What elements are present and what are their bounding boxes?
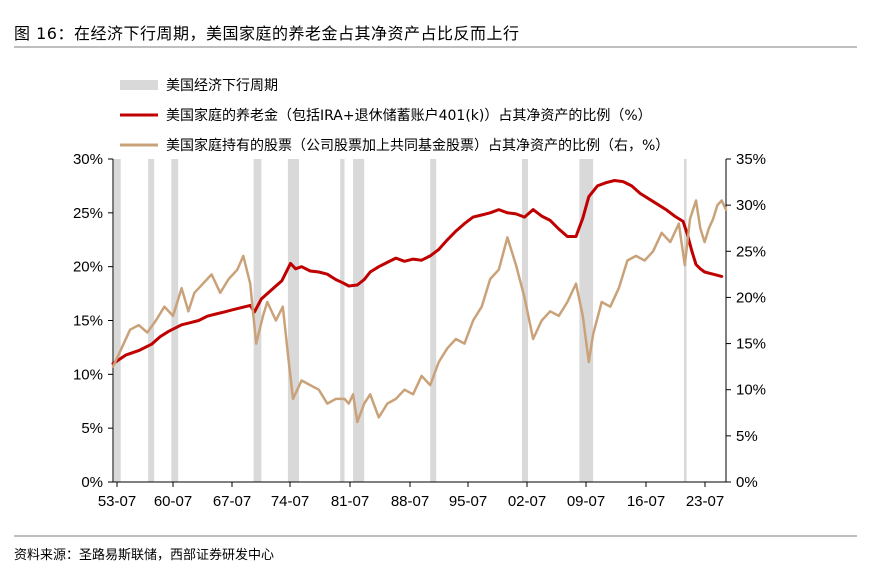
x-tick-label: 60-07 <box>154 493 192 510</box>
series-line-stocks <box>111 199 728 424</box>
recession-band-0 <box>113 159 121 482</box>
y-left-tick-label: 0% <box>81 474 103 491</box>
y-right-tick-label: 15% <box>736 336 766 353</box>
x-tick-label: 67-07 <box>213 493 251 510</box>
y-left-tick-label: 20% <box>73 259 103 276</box>
source-note: 资料来源：圣路易斯联储，西部证券研发中心 <box>14 548 275 563</box>
x-tick-label: 81-07 <box>331 493 369 510</box>
y-right-tick-label: 25% <box>736 243 766 260</box>
axes: 0% 5% 10% 15% 20% 25% 30% 0% 5% 10% 15% 20% 25% 30% 35… <box>73 151 766 510</box>
y-right-tick-label: 5% <box>736 428 758 445</box>
x-tick-label: 95-07 <box>449 493 487 510</box>
x-tick-label: 09-07 <box>567 493 605 510</box>
recession-band-3 <box>253 159 262 482</box>
series <box>111 179 728 424</box>
x-tick-label: 88-07 <box>391 493 429 510</box>
legend-recession-label: 美国经济下行周期 <box>166 78 278 94</box>
recession-band-5 <box>340 159 345 482</box>
x-tick-label: 23-07 <box>686 493 724 510</box>
x-tick-label: 53-07 <box>98 493 136 510</box>
y-right-tick-label: 10% <box>736 382 766 399</box>
legend-recession-swatch <box>120 80 158 90</box>
figure-title: 图 16：在经济下行周期，美国家庭的养老金占其净资产占比反而上行 <box>14 24 520 43</box>
recession-bands <box>113 159 687 482</box>
x-tick-label: 02-07 <box>508 493 546 510</box>
series-line-pension <box>111 179 724 366</box>
y-left-tick-label: 30% <box>73 151 103 168</box>
legend-stocks-label: 美国家庭持有的股票（公司股票加上共同基金股票）占其净资产的比例（右，%） <box>166 137 669 154</box>
y-right-tick-label: 20% <box>736 289 766 306</box>
y-right-tick-label: 35% <box>736 151 766 168</box>
legend: 美国经济下行周期 美国家庭的养老金（包括IRA+退休储蓄账户401(k)）占其净… <box>120 78 669 154</box>
y-left-tick-label: 15% <box>73 313 103 330</box>
recession-band-8 <box>521 159 528 482</box>
recession-band-10 <box>683 159 687 482</box>
recession-band-1 <box>148 159 155 482</box>
top-divider <box>14 46 857 48</box>
recession-band-4 <box>287 159 300 482</box>
y-left-tick-label: 5% <box>81 420 103 437</box>
y-right-tick-label: 30% <box>736 197 766 214</box>
x-tick-label: 16-07 <box>627 493 665 510</box>
y-left-tick-label: 10% <box>73 366 103 383</box>
y-left-tick-label: 25% <box>73 205 103 222</box>
x-tick-label: 74-07 <box>271 493 309 510</box>
recession-band-9 <box>579 159 594 482</box>
recession-band-7 <box>430 159 437 482</box>
legend-pension-label: 美国家庭的养老金（包括IRA+退休储蓄账户401(k)）占其净资产的比例（%） <box>166 107 652 124</box>
recession-band-2 <box>171 159 179 482</box>
bottom-divider <box>14 535 857 537</box>
recession-band-6 <box>353 159 365 482</box>
y-right-tick-label: 0% <box>736 474 758 491</box>
